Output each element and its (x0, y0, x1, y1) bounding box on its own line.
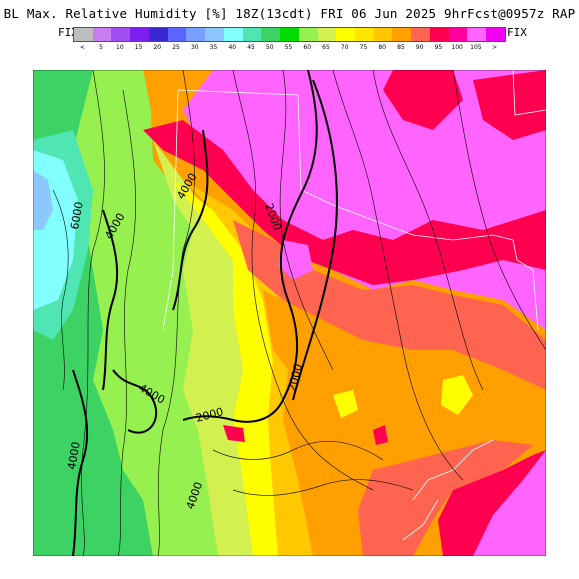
rh-zone-red-band (143, 120, 546, 285)
rh-zone-yellow (173, 180, 283, 556)
rh-zone-gold (183, 180, 313, 556)
color-scale-tick: 25 (172, 44, 180, 51)
color-scale-tick: 95 (434, 44, 443, 51)
color-swatch (242, 28, 262, 41)
color-scale-tick: 105 (470, 44, 482, 51)
rh-zone-red-se (438, 450, 546, 556)
color-swatch (336, 28, 356, 41)
color-scale-tick: 70 (340, 44, 349, 51)
color-swatch (280, 28, 299, 41)
color-swatch (392, 28, 412, 41)
relative-humidity-map: 6000 4000 4000 2000 2000 4000 2000 4000 … (33, 70, 546, 556)
color-scale-tick: 35 (209, 44, 218, 51)
color-scale-tick: 5 (99, 44, 104, 51)
state-boundaries (162, 70, 546, 541)
color-scale-tick: 50 (265, 44, 274, 51)
rh-zone-pink-patch-2 (503, 515, 525, 540)
color-swatch (92, 28, 112, 41)
map-title: BL Max. Relative Humidity [%] 18Z(13cdt)… (3, 6, 576, 21)
color-scale-tick: 15 (134, 44, 143, 51)
color-swatch (429, 28, 449, 41)
color-swatch (130, 28, 149, 41)
color-swatch (74, 28, 93, 41)
color-swatch (261, 28, 281, 41)
rh-zone-yellow-patch-2 (333, 390, 358, 418)
color-swatch (111, 28, 131, 41)
rh-zone-yellow-patch-1 (441, 375, 473, 415)
color-swatch (448, 28, 468, 41)
color-scale-tick: 60 (303, 44, 312, 51)
color-scale-tick: > (492, 44, 498, 51)
rh-zone-yellowgreen (153, 140, 258, 556)
height-contours-bold (72, 70, 338, 556)
color-swatch (373, 28, 393, 41)
color-scale-tick: 20 (153, 44, 162, 51)
rh-zone-pink-patch (278, 240, 313, 280)
color-scale-tick-labels: <5 10 15 20 25 30 35 40 45 50 55 60 65 70 75 80 85 90 95 10… (73, 44, 504, 54)
color-scale-bar (73, 27, 506, 42)
color-scale-tick: 40 (228, 44, 237, 51)
color-scale-tick: < (79, 44, 85, 51)
rh-zone-lightgreen (73, 70, 233, 556)
color-scale-tick: 55 (284, 44, 293, 51)
colorbar-fix-right-label: FIX (507, 26, 527, 39)
color-swatch (411, 28, 430, 41)
contour-label-6000: 6000 (68, 201, 86, 231)
color-swatch (355, 28, 374, 41)
contour-label-4000-d: 4000 (65, 441, 83, 471)
rh-zone-red-patch-2 (373, 425, 388, 445)
color-swatch (223, 28, 243, 41)
height-contours-thin (52, 70, 546, 556)
color-scale-tick: 65 (322, 44, 330, 51)
color-swatch (186, 28, 206, 41)
colorbar-fix-left-label: FIX (58, 26, 78, 39)
rh-zone-pink-se (473, 450, 546, 556)
color-scale-tick: 45 (247, 44, 255, 51)
color-scale-tick: 100 (451, 44, 463, 51)
rh-zone-red-north (383, 70, 463, 130)
color-swatch (467, 28, 487, 41)
color-scale-tick: 30 (190, 44, 199, 51)
color-swatch (167, 28, 187, 41)
color-scale-tick: 80 (378, 44, 387, 51)
color-swatch (486, 28, 505, 41)
rh-zone-red-ne (473, 70, 546, 140)
rh-zone-red-patch (223, 425, 245, 442)
rh-zone-orange-mid (263, 290, 546, 450)
color-swatch (317, 28, 337, 41)
rh-zone-salmon-se (358, 440, 533, 556)
color-swatch (298, 28, 318, 41)
color-swatch (205, 28, 224, 41)
color-scale-tick: 90 (415, 44, 424, 51)
rh-zone-salmon (233, 220, 546, 390)
color-scale-tick: 85 (397, 44, 405, 51)
color-scale-tick: 10 (116, 44, 124, 51)
color-swatch (148, 28, 168, 41)
rh-zone-lightblue (33, 170, 53, 230)
color-scale-tick: 75 (359, 44, 368, 51)
